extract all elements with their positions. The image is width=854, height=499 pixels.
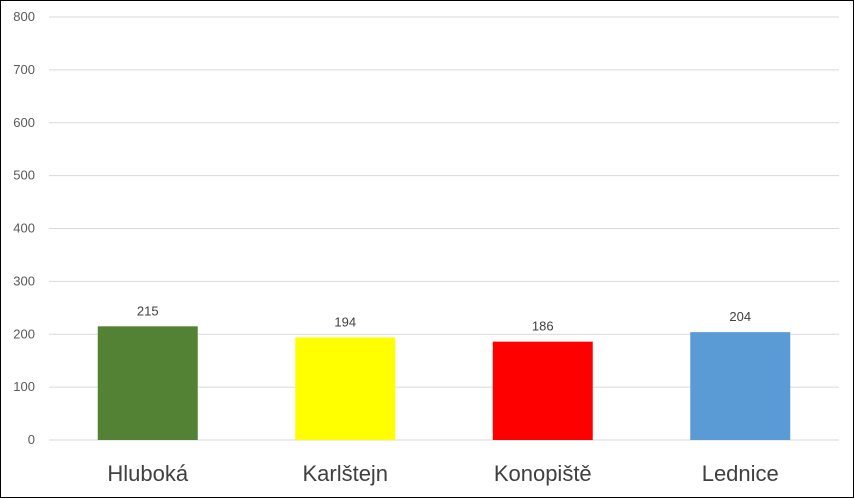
bars	[97, 326, 791, 440]
y-tick-label: 200	[13, 326, 35, 341]
data-label: 215	[137, 303, 159, 318]
category-label: Konopiště	[494, 461, 592, 486]
y-tick-label: 600	[13, 115, 35, 130]
data-label: 204	[729, 309, 751, 324]
category-label: Hluboká	[107, 461, 188, 486]
category-labels: Hluboká Karlštejn Konopiště Lednice	[107, 461, 778, 486]
category-label: Karlštejn	[302, 461, 388, 486]
category-label: Lednice	[702, 461, 779, 486]
data-label: 186	[532, 319, 554, 334]
bar-0	[97, 326, 198, 440]
y-tick-label: 500	[13, 168, 35, 183]
bar-3	[690, 332, 791, 440]
y-axis-ticks: 0 100 200 300 400 500 600 700 800	[13, 9, 35, 447]
data-labels: 215 194 186 204	[137, 303, 751, 333]
y-tick-label: 400	[13, 221, 35, 236]
y-tick-label: 100	[13, 379, 35, 394]
bar-1	[295, 337, 396, 440]
y-tick-label: 300	[13, 273, 35, 288]
y-tick-label: 0	[28, 432, 35, 447]
y-tick-label: 800	[13, 9, 35, 24]
y-tick-label: 700	[13, 62, 35, 77]
data-label: 194	[334, 314, 356, 329]
bar-2	[492, 341, 593, 440]
